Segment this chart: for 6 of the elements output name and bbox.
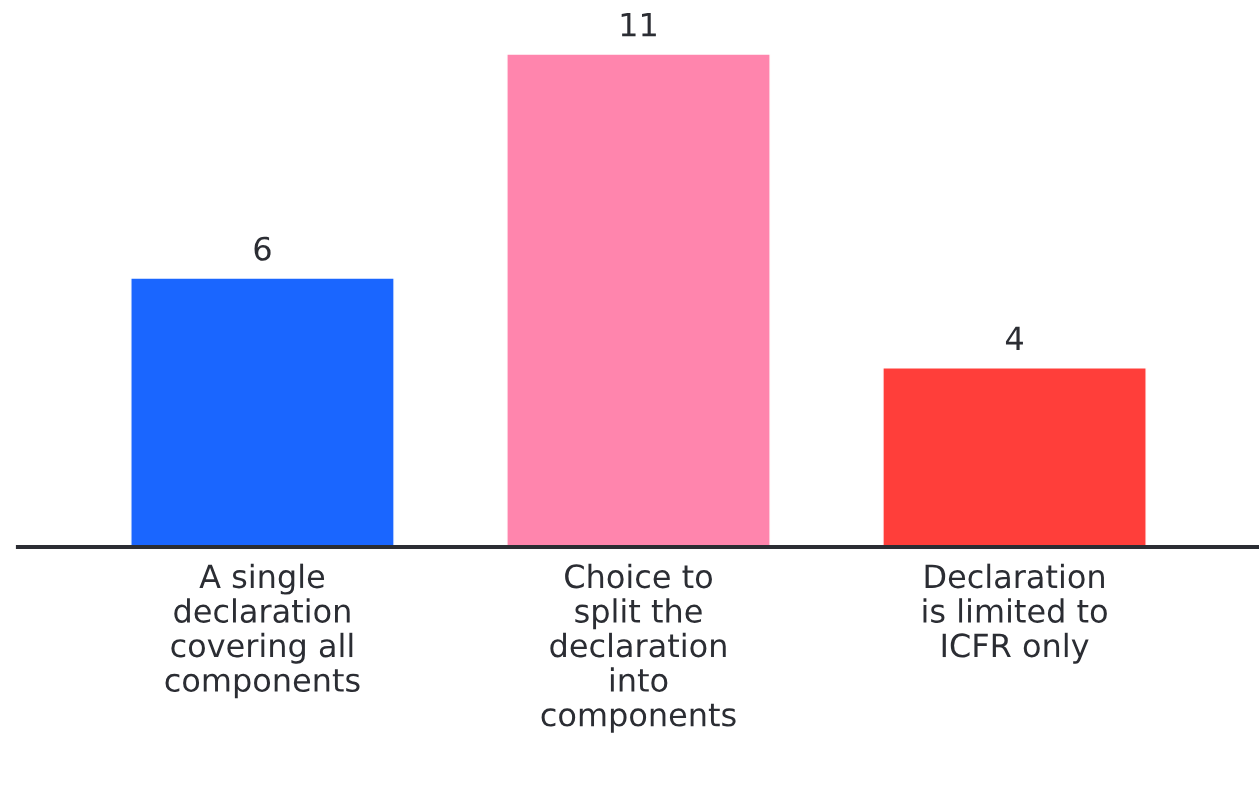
x-tick-label: Choice to split the declaration into components xyxy=(541,563,736,733)
data-label: 4 xyxy=(1005,326,1023,350)
x-tick-label: A single declaration covering all components xyxy=(165,563,360,699)
x-tick-label: Declaration is limited to ICFR only xyxy=(923,563,1107,664)
data-label: 11 xyxy=(621,12,656,37)
data-label: 6 xyxy=(254,236,271,261)
